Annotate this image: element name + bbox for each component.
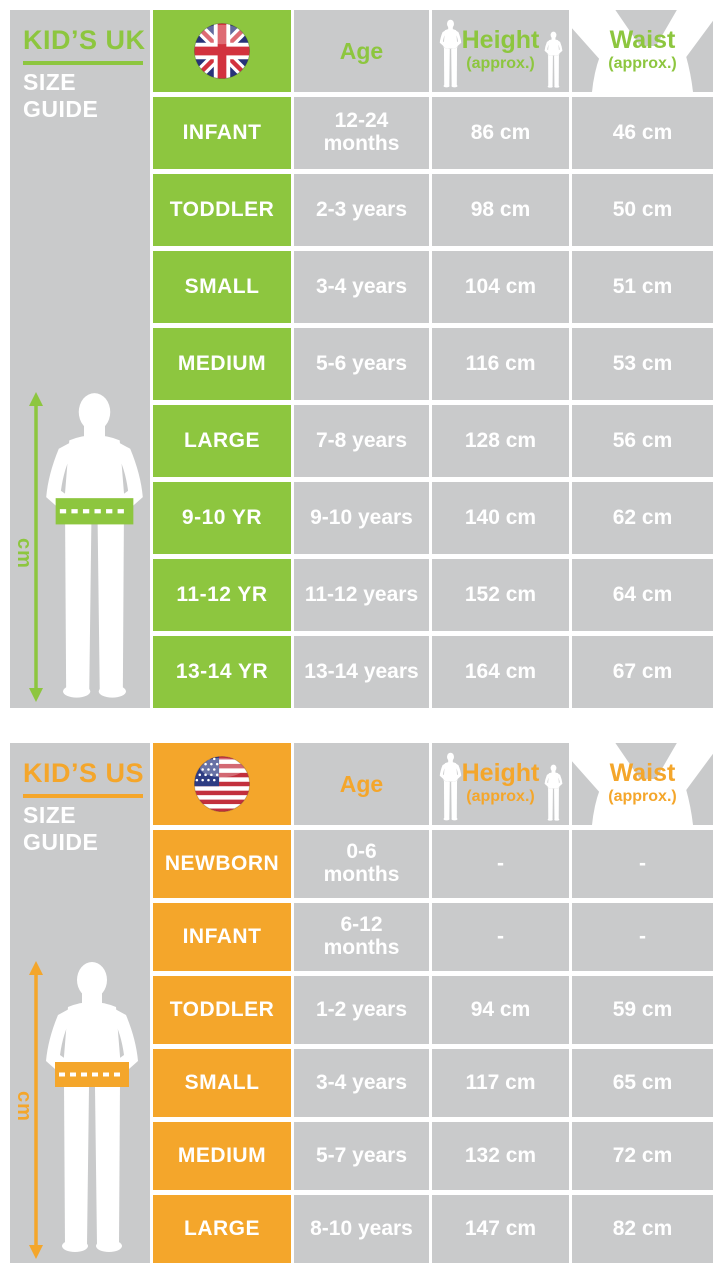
kid-silhouette-icon: cm xyxy=(13,961,138,1259)
size-cell: SMALL xyxy=(153,251,291,323)
height-figure-icon xyxy=(439,752,462,821)
height-cell: 116 cm xyxy=(432,328,569,400)
uk-title-underline xyxy=(23,61,143,65)
uk-title-block: KID’S UK SIZE GUIDE xyxy=(10,10,150,123)
age-cell: 7-8 years xyxy=(294,405,429,477)
size-cell: TODDLER xyxy=(153,976,291,1044)
age-cell: 9-10 years xyxy=(294,482,429,554)
waist-cell: 62 cm xyxy=(572,482,713,554)
height-header-label: Height xyxy=(461,759,540,788)
height-cell: 140 cm xyxy=(432,482,569,554)
height-cell: 152 cm xyxy=(432,559,569,631)
uk-flag-icon xyxy=(193,22,251,80)
waist-cell: 51 cm xyxy=(572,251,713,323)
us-age-header: Age xyxy=(294,743,429,825)
uk-height-header: Height (approx.) xyxy=(432,10,569,92)
waist-header-label: Waist xyxy=(609,759,676,788)
kid-silhouette-icon: cm xyxy=(13,392,143,702)
us-sidebar: KID’S US SIZE GUIDE cm xyxy=(10,743,150,1263)
height-cell: 132 cm xyxy=(432,1122,569,1190)
height-header-note: (approx.) xyxy=(466,55,535,73)
size-cell: MEDIUM xyxy=(153,328,291,400)
age-cell: 13-14 years xyxy=(294,636,429,708)
us-title-underline xyxy=(23,794,143,798)
waist-cell: 46 cm xyxy=(572,97,713,169)
waist-cell: 56 cm xyxy=(572,405,713,477)
height-cell: - xyxy=(432,903,569,971)
waist-cell: - xyxy=(572,830,713,898)
waist-cell: 72 cm xyxy=(572,1122,713,1190)
age-cell: 3-4 years xyxy=(294,251,429,323)
uk-title: KID’S UK xyxy=(23,25,146,55)
age-cell: 2-3 years xyxy=(294,174,429,246)
height-cell: - xyxy=(432,830,569,898)
size-cell: LARGE xyxy=(153,1195,291,1263)
age-cell: 0-6 months xyxy=(294,830,429,898)
size-cell: INFANT xyxy=(153,97,291,169)
size-cell: 9-10 YR xyxy=(153,482,291,554)
age-header-label: Age xyxy=(339,770,384,797)
height-figure-icon xyxy=(544,764,563,821)
us-title-block: KID’S US SIZE GUIDE xyxy=(10,743,150,856)
age-cell: 1-2 years xyxy=(294,976,429,1044)
height-cell: 104 cm xyxy=(432,251,569,323)
waist-header-note: (approx.) xyxy=(608,55,677,73)
waist-cell: 65 cm xyxy=(572,1049,713,1117)
waist-cell: 59 cm xyxy=(572,976,713,1044)
waist-cell: 82 cm xyxy=(572,1195,713,1263)
size-cell: SMALL xyxy=(153,1049,291,1117)
waist-cell: 67 cm xyxy=(572,636,713,708)
height-cell: 147 cm xyxy=(432,1195,569,1263)
uk-size-guide-table: KID’S UK SIZE GUIDE cm xyxy=(10,10,713,708)
height-cell: 128 cm xyxy=(432,405,569,477)
height-cell: 98 cm xyxy=(432,174,569,246)
waist-header-note: (approx.) xyxy=(608,788,677,806)
age-cell: 5-7 years xyxy=(294,1122,429,1190)
uk-sidebar: KID’S UK SIZE GUIDE cm xyxy=(10,10,150,708)
waist-cell: 64 cm xyxy=(572,559,713,631)
height-cell: 164 cm xyxy=(432,636,569,708)
us-subtitle: SIZE GUIDE xyxy=(23,802,99,855)
size-cell: NEWBORN xyxy=(153,830,291,898)
uk-flag-cell xyxy=(153,10,291,92)
size-cell: INFANT xyxy=(153,903,291,971)
waist-header-label: Waist xyxy=(609,26,676,55)
uk-subtitle: SIZE GUIDE xyxy=(23,69,99,122)
height-header-note: (approx.) xyxy=(466,788,535,806)
us-size-guide-table: KID’S US SIZE GUIDE cm xyxy=(10,743,713,1263)
age-cell: 3-4 years xyxy=(294,1049,429,1117)
waist-cell: 53 cm xyxy=(572,328,713,400)
age-cell: 11-12 years xyxy=(294,559,429,631)
height-figure-icon xyxy=(439,19,462,88)
waist-cell: 50 cm xyxy=(572,174,713,246)
waist-silhouette-icon xyxy=(572,10,713,92)
height-figure-icon xyxy=(544,31,563,88)
size-cell: TODDLER xyxy=(153,174,291,246)
height-cell: 86 cm xyxy=(432,97,569,169)
waist-silhouette-icon xyxy=(572,743,713,825)
us-cm-label: cm xyxy=(13,1091,35,1122)
age-cell: 6-12 months xyxy=(294,903,429,971)
size-cell: 11-12 YR xyxy=(153,559,291,631)
us-flag-icon xyxy=(193,755,251,813)
height-header-label: Height xyxy=(461,26,540,55)
us-flag-cell xyxy=(153,743,291,825)
size-cell: 13-14 YR xyxy=(153,636,291,708)
us-height-header: Height (approx.) xyxy=(432,743,569,825)
waist-cell: - xyxy=(572,903,713,971)
us-waist-header: Waist (approx.) xyxy=(572,743,713,825)
height-cell: 117 cm xyxy=(432,1049,569,1117)
size-cell: LARGE xyxy=(153,405,291,477)
uk-cm-label: cm xyxy=(13,538,35,569)
size-cell: MEDIUM xyxy=(153,1122,291,1190)
uk-waist-header: Waist (approx.) xyxy=(572,10,713,92)
age-cell: 12-24 months xyxy=(294,97,429,169)
uk-age-header: Age xyxy=(294,10,429,92)
age-header-label: Age xyxy=(339,37,384,64)
us-title: KID’S US xyxy=(23,758,145,788)
age-cell: 8-10 years xyxy=(294,1195,429,1263)
age-cell: 5-6 years xyxy=(294,328,429,400)
height-cell: 94 cm xyxy=(432,976,569,1044)
